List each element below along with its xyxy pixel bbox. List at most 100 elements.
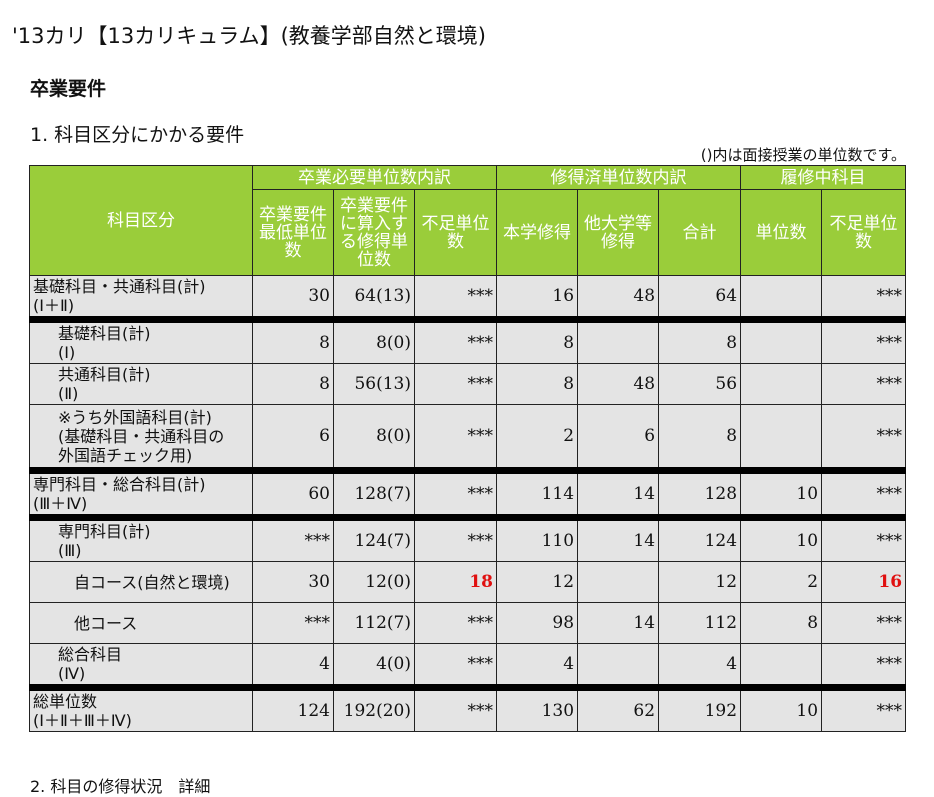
cell-own-univ: 110	[496, 514, 579, 562]
cell-min-units: ***	[252, 514, 334, 562]
cell-min-units: 30	[252, 561, 334, 603]
table-row: 基礎科目(計) (Ⅰ) 8 8(0) *** 8 8 ***	[29, 316, 907, 364]
header-own-univ: 本学修得	[496, 189, 579, 276]
cell-own-univ: 8	[496, 363, 579, 405]
row-label: 自コース(自然と環境)	[29, 561, 253, 603]
header-group-required: 卒業必要単位数内訳	[251, 165, 498, 190]
cell-shortage: ***	[413, 404, 498, 471]
cell-countable: 128(7)	[333, 467, 415, 518]
cell-own-univ: 8	[496, 316, 579, 364]
cell-countable: 8(0)	[333, 404, 415, 471]
cell-other-univ: 14	[577, 467, 660, 518]
page-title: '13カリ【13カリキュラム】(教養学部自然と環境)	[12, 24, 486, 48]
subsection-heading: 1. 科目区分にかかる要件	[30, 124, 245, 146]
cell-current-shortage: ***	[821, 316, 907, 364]
table-row: 他コース *** 112(7) *** 98 14 112 8 ***	[29, 602, 907, 644]
cell-other-univ: 6	[577, 404, 660, 471]
cell-total: 192	[658, 684, 742, 732]
cell-own-univ: 130	[496, 684, 579, 732]
cell-countable: 192(20)	[333, 684, 415, 732]
cell-current-shortage: ***	[821, 643, 907, 688]
row-label: 専門科目・総合科目(計) (Ⅲ＋Ⅳ)	[29, 467, 253, 518]
header-shortage: 不足単位数	[413, 189, 498, 276]
cell-current-units	[740, 643, 823, 688]
row-label: ※うち外国語科目(計) (基礎科目・共通科目の 外国語チェック用)	[29, 404, 253, 471]
cell-shortage: ***	[413, 602, 498, 644]
cell-countable: 124(7)	[333, 514, 415, 562]
cell-own-univ: 2	[496, 404, 579, 471]
table-row: 総単位数 (Ⅰ＋Ⅱ＋Ⅲ＋Ⅳ) 124 192(20) *** 130 62 192…	[29, 684, 907, 732]
cell-min-units: 8	[252, 316, 334, 364]
table-row: 基礎科目・共通科目(計) (Ⅰ＋Ⅱ) 30 64(13) *** 16 48 64…	[29, 275, 907, 320]
cell-own-univ: 4	[496, 643, 579, 688]
cell-current-shortage: 16	[821, 561, 907, 603]
cell-total: 4	[658, 643, 742, 688]
header-group-current: 履修中科目	[740, 165, 907, 190]
cell-current-units: 2	[740, 561, 823, 603]
cell-shortage: 18	[413, 561, 498, 603]
cell-min-units: 8	[252, 363, 334, 405]
cell-own-univ: 12	[496, 561, 579, 603]
cell-shortage: ***	[413, 643, 498, 688]
cell-total: 56	[658, 363, 742, 405]
cell-other-univ: 48	[577, 275, 660, 320]
cell-current-units	[740, 275, 823, 320]
table-row: 総合科目 (Ⅳ) 4 4(0) *** 4 4 ***	[29, 643, 907, 688]
cell-current-units	[740, 363, 823, 405]
cell-total: 12	[658, 561, 742, 603]
requirements-table: 科目区分 卒業必要単位数内訳 修得済単位数内訳 履修中科目 卒業要件最低単位数 …	[29, 165, 907, 732]
table-row: 自コース(自然と環境) 30 12(0) 18 12 12 2 16	[29, 561, 907, 603]
cell-min-units: 6	[252, 404, 334, 471]
cell-own-univ: 16	[496, 275, 579, 320]
table-row: ※うち外国語科目(計) (基礎科目・共通科目の 外国語チェック用) 6 8(0) *…	[29, 404, 907, 471]
cell-total: 124	[658, 514, 742, 562]
header-total: 合計	[658, 189, 742, 276]
cell-other-univ	[577, 561, 660, 603]
cell-min-units: ***	[252, 602, 334, 644]
cell-current-units	[740, 404, 823, 471]
section-heading: 卒業要件	[30, 78, 107, 100]
cell-other-univ: 48	[577, 363, 660, 405]
table-row: 専門科目(計) (Ⅲ) *** 124(7) *** 110 14 124 10 …	[29, 514, 907, 562]
header-other-univ: 他大学等修得	[577, 189, 660, 276]
row-label: 専門科目(計) (Ⅲ)	[29, 514, 253, 562]
cell-own-univ: 114	[496, 467, 579, 518]
table-note: ()内は面接授業の単位数です。	[700, 146, 906, 164]
cell-current-units: 10	[740, 684, 823, 732]
cell-shortage: ***	[413, 514, 498, 562]
header-group-earned: 修得済単位数内訳	[496, 165, 742, 190]
cell-current-units: 8	[740, 602, 823, 644]
cell-total: 8	[658, 316, 742, 364]
cell-current-shortage: ***	[821, 602, 907, 644]
cell-current-shortage: ***	[821, 514, 907, 562]
row-label: 基礎科目(計) (Ⅰ)	[29, 316, 253, 364]
cell-min-units: 30	[252, 275, 334, 320]
row-label: 基礎科目・共通科目(計) (Ⅰ＋Ⅱ)	[29, 275, 253, 320]
header-current-shortage: 不足単位数	[821, 189, 907, 276]
cell-other-univ: 14	[577, 602, 660, 644]
cell-other-univ	[577, 316, 660, 364]
cell-own-univ: 98	[496, 602, 579, 644]
header-current-units: 単位数	[740, 189, 823, 276]
cell-current-units: 10	[740, 467, 823, 518]
table-row: 共通科目(計) (Ⅱ) 8 56(13) *** 8 48 56 ***	[29, 363, 907, 405]
cell-countable: 112(7)	[333, 602, 415, 644]
cell-total: 64	[658, 275, 742, 320]
cell-countable: 12(0)	[333, 561, 415, 603]
cell-current-shortage: ***	[821, 275, 907, 320]
cell-current-shortage: ***	[821, 684, 907, 732]
row-label: 総合科目 (Ⅳ)	[29, 643, 253, 688]
header-min-units: 卒業要件最低単位数	[252, 189, 334, 276]
cell-shortage: ***	[413, 363, 498, 405]
cell-countable: 56(13)	[333, 363, 415, 405]
cell-total: 112	[658, 602, 742, 644]
next-section-heading: 2. 科目の修得状況 詳細	[30, 777, 211, 796]
cell-other-univ	[577, 643, 660, 688]
cell-current-shortage: ***	[821, 404, 907, 471]
cell-other-univ: 14	[577, 514, 660, 562]
cell-shortage: ***	[413, 275, 498, 320]
row-label: 他コース	[29, 602, 253, 644]
cell-current-shortage: ***	[821, 467, 907, 518]
cell-min-units: 124	[252, 684, 334, 732]
header-countable: 卒業要件に算入する修得単位数	[333, 189, 415, 276]
